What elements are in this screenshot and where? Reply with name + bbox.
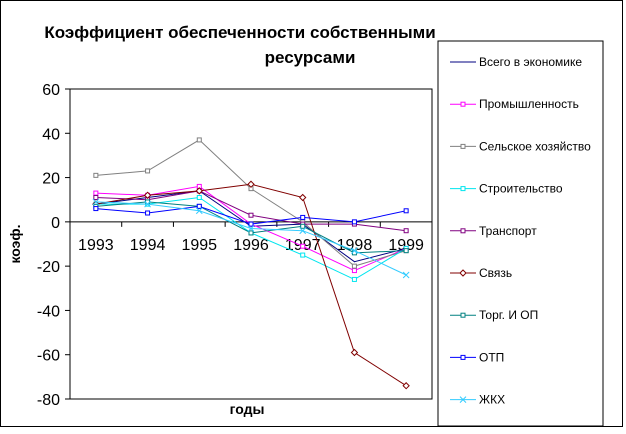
y-tick-label: 20 [42,171,60,188]
data-point-marker [460,101,466,107]
data-point-marker [402,382,410,390]
legend-label: ОТП [479,350,504,364]
data-point [353,261,355,263]
data-point-marker [93,172,99,178]
x-tick-label: 1998 [337,237,373,254]
legend-label: Связь [479,266,512,280]
data-point-marker [196,195,202,200]
data-point-marker [145,168,151,174]
legend-entry: Сельское хозяйство [450,139,591,153]
series-9 [92,198,410,279]
data-point-marker [92,198,100,206]
legend-entry: Всего в экономике [450,55,582,69]
data-point-marker [402,271,410,279]
y-tick-label: 40 [42,126,60,143]
data-point-marker [248,212,254,218]
data-point-marker [196,203,202,209]
data-point-marker [459,269,467,277]
plot-area [69,88,433,400]
data-point-marker [195,187,203,195]
data-point-marker [403,248,409,254]
x-axis-label: годы [230,401,265,417]
data-point-marker [351,268,357,274]
y-axis: -80 -60 -40 -20 0 20 40 60 [37,82,70,409]
data-point-marker [351,263,357,269]
data-point-marker [248,230,254,236]
data-point-marker [145,210,151,216]
data-point-marker [351,276,357,282]
data-point-marker [247,225,255,232]
legend-label: ЖКХ [479,393,505,407]
data-point-marker [300,214,306,220]
plot-frame [69,88,433,400]
data-point-marker [460,228,466,234]
x-tick-label: 1993 [78,237,114,254]
data-point-marker [351,247,358,254]
legend-entry: Транспорт [450,224,537,238]
y-tick-label: -40 [37,303,60,320]
data-point-marker [460,186,466,192]
y-tick-label: 60 [42,82,60,99]
legend-entry: Строительство [450,182,563,196]
data-point-marker [93,206,99,212]
data-point-marker [403,228,409,234]
legend-label: Сельское хозяйство [479,139,591,153]
legend-entry: Торг. И ОП [450,308,538,322]
data-point-marker [93,190,99,196]
data-point-marker [143,191,152,199]
data-point-marker [460,143,466,149]
legend: Всего в экономике Промышленность Сельское … [450,55,591,407]
legend-entry: Связь [450,266,512,280]
data-point-marker [403,208,409,214]
data-point-marker [248,221,254,227]
chart-title-line-1: Коэффициент обеспеченности собственными [44,23,435,42]
legend-entry: ЖКХ [450,393,505,407]
x-tick-label: 1999 [388,237,424,254]
y-tick-label: -20 [37,259,60,276]
data-point-marker [195,207,203,215]
legend-entry: Промышленность [450,97,579,111]
series-8 [93,203,409,227]
x-tick-label: 1995 [181,237,217,254]
data-point-marker [460,354,466,360]
data-point-marker [459,396,467,403]
legend-label: Транспорт [479,224,537,238]
y-axis-label: коэф. [7,224,23,263]
data-point-marker [144,200,151,208]
legend-label: Промышленность [479,97,579,111]
legend-label: Всего в экономике [479,55,582,69]
data-point-marker [351,219,357,225]
legend-label: Строительство [479,182,563,196]
data-point-marker [247,180,255,188]
series-group [92,137,410,390]
legend-entry: ОТП [450,350,504,364]
data-point-marker [299,193,307,202]
data-point-marker [300,223,306,229]
data-point-marker [350,348,359,357]
data-point-marker [93,195,99,200]
data-point-marker [299,227,307,235]
y-tick-label: 0 [51,215,60,232]
data-point-marker [196,137,202,143]
x-tick-label: 1996 [233,237,269,254]
y-tick-label: -80 [37,392,60,409]
data-point-marker [460,312,466,318]
chart-title-line-2: ресурсами [265,48,356,67]
y-tick-label: -60 [37,348,60,365]
data-point-marker [300,252,306,258]
legend-label: Торг. И ОП [479,308,538,322]
x-tick-label: 1994 [130,237,166,254]
data-point-marker [300,243,306,249]
